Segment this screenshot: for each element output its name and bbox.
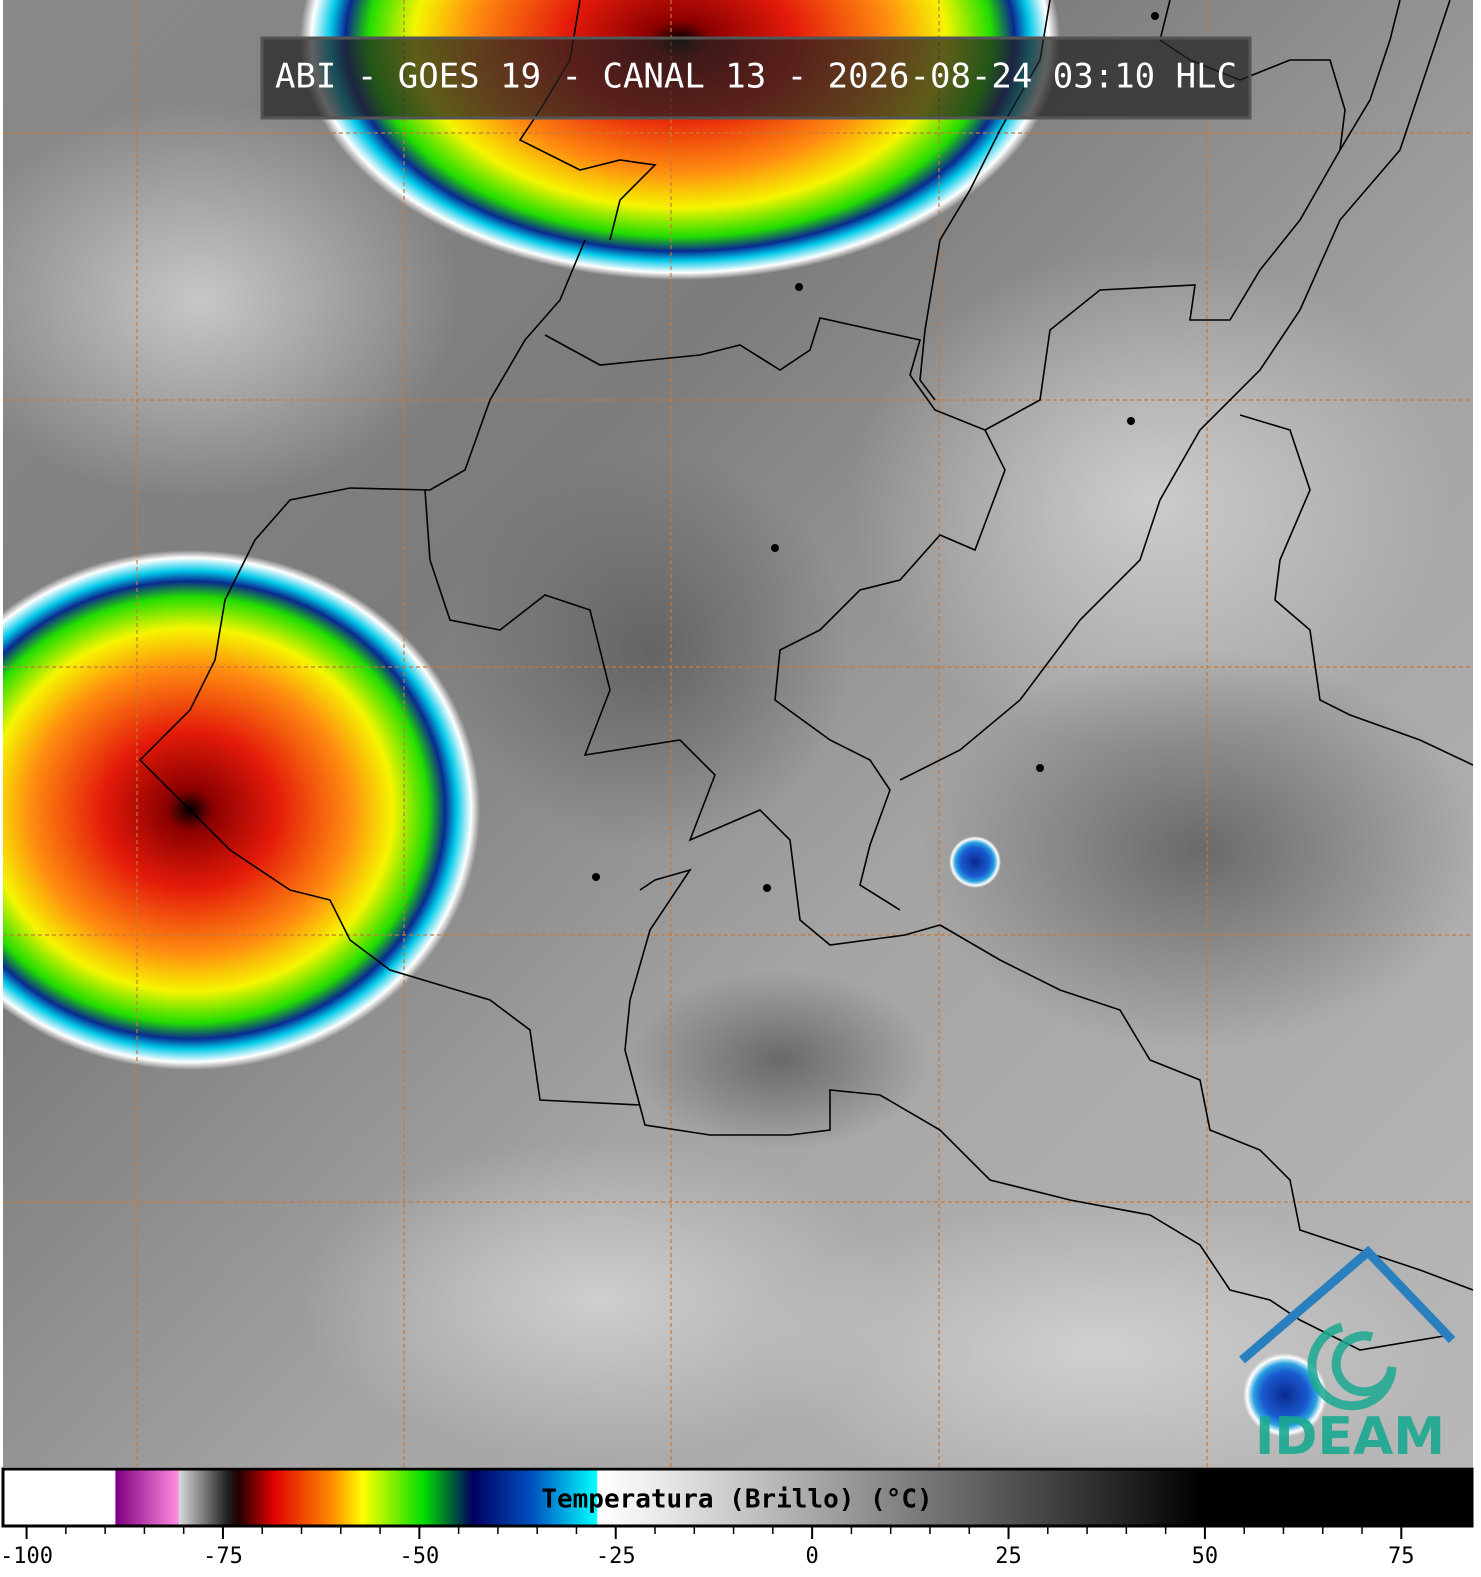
tick-label: -75 bbox=[203, 1544, 243, 1569]
tick-label: -100 bbox=[0, 1544, 53, 1569]
title: ABI - GOES 19 - CANAL 13 - 2026-08-24 03… bbox=[275, 57, 1237, 97]
tick-label: -25 bbox=[596, 1544, 636, 1569]
tick-label: 50 bbox=[1192, 1544, 1219, 1569]
tick-label: -50 bbox=[399, 1544, 439, 1569]
tick-label: 75 bbox=[1388, 1544, 1415, 1569]
grid bbox=[3, 0, 1473, 1467]
city-markers bbox=[592, 12, 1159, 892]
satellite-image bbox=[3, 0, 1473, 1467]
title-box: ABI - GOES 19 - CANAL 13 - 2026-08-24 03… bbox=[260, 36, 1252, 120]
colorbar: Temperatura (Brillo) (°C) -100 -75 -50 -25 0… bbox=[0, 1467, 1474, 1569]
colorbar-label: Temperatura (Brillo) (°C) bbox=[541, 1485, 932, 1515]
logo-text: IDEAM bbox=[1255, 1407, 1445, 1467]
tick-label: 25 bbox=[995, 1544, 1022, 1569]
tick-label: 0 bbox=[806, 1544, 819, 1569]
logo: IDEAM bbox=[1239, 1245, 1456, 1467]
